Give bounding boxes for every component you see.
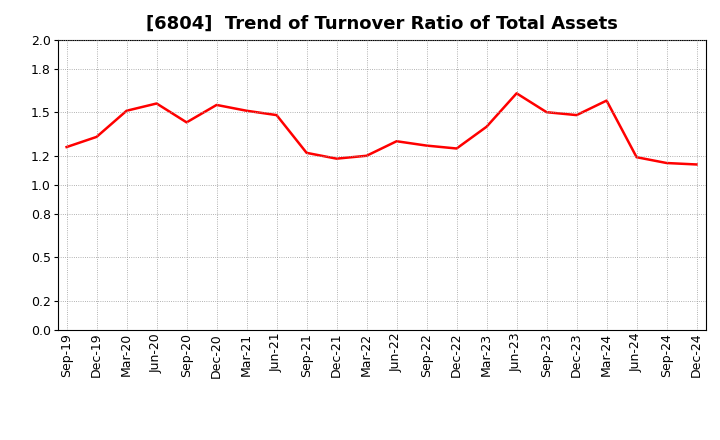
Title: [6804]  Trend of Turnover Ratio of Total Assets: [6804] Trend of Turnover Ratio of Total … bbox=[145, 15, 618, 33]
